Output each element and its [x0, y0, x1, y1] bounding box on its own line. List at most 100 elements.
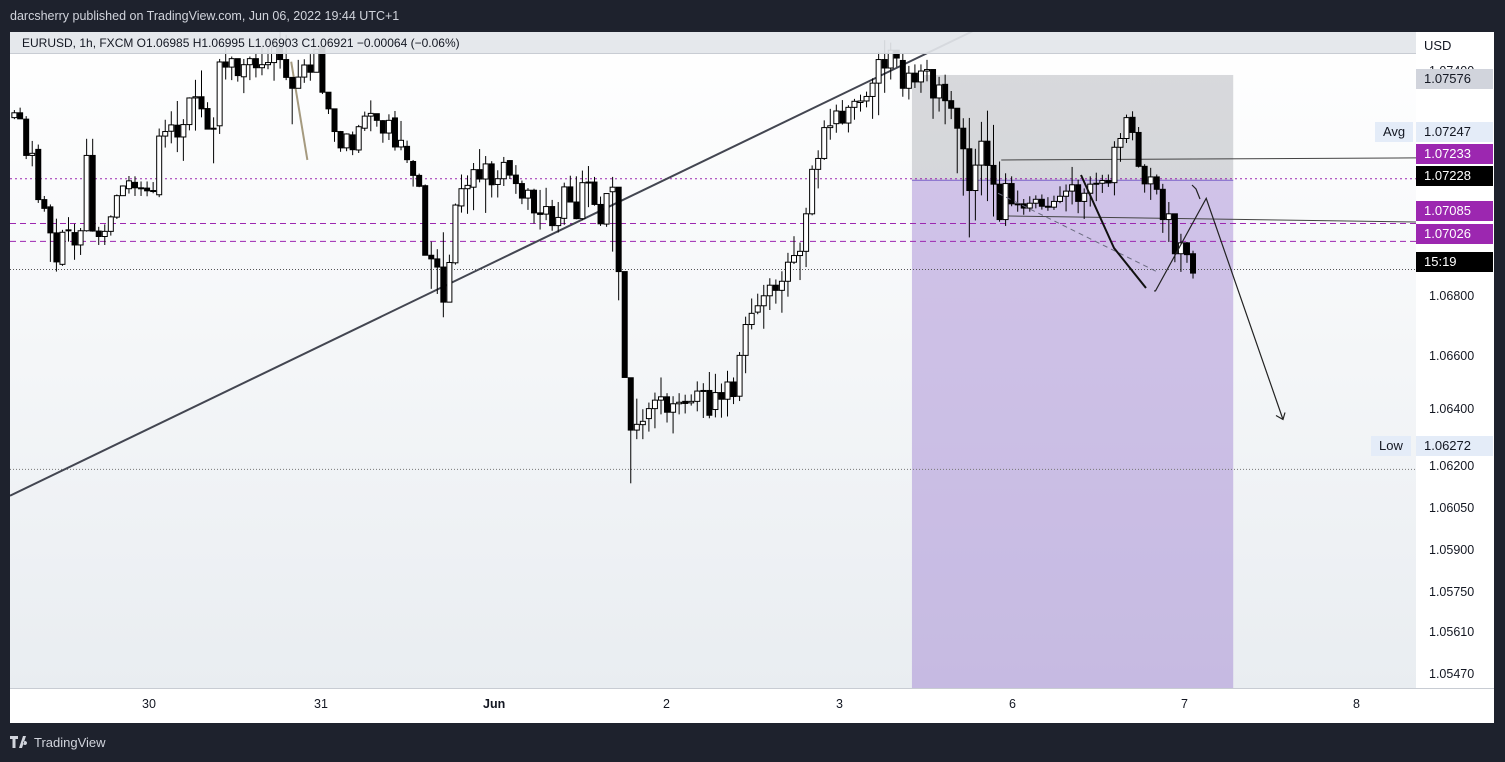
- candle-body: [428, 254, 435, 260]
- projection-dashed-line: [997, 192, 1158, 273]
- candle: [1147, 167, 1154, 200]
- candle: [216, 58, 223, 134]
- candle-body: [71, 232, 78, 246]
- candle: [688, 394, 695, 406]
- candle-body: [627, 377, 634, 431]
- candle-body: [960, 127, 967, 150]
- candle: [1069, 166, 1076, 205]
- currency-label[interactable]: USD: [1424, 38, 1452, 53]
- symbol-legend-text: EURUSD, 1h, FXCM O1.06985 H1.06995 L1.06…: [22, 36, 460, 50]
- candle-body: [839, 110, 846, 124]
- candle-body: [458, 188, 465, 207]
- candle: [700, 383, 707, 418]
- candle: [440, 232, 447, 318]
- candle: [512, 165, 519, 194]
- candle: [1093, 172, 1100, 202]
- time-tick: Jun: [483, 697, 506, 711]
- candle: [295, 59, 302, 89]
- candle: [138, 181, 145, 196]
- candle-body: [670, 403, 677, 413]
- candle-body: [694, 390, 701, 402]
- candle: [1075, 179, 1082, 214]
- candle-body: [119, 185, 126, 197]
- candle-body: [355, 126, 362, 151]
- candle-body: [331, 108, 338, 133]
- candle: [101, 224, 108, 245]
- time-tick: 8: [1353, 697, 1360, 711]
- price-scale[interactable]: USD 1.074001.068001.066001.064001.062001…: [1416, 32, 1494, 688]
- projected-path-arrowhead: [1275, 412, 1286, 421]
- candle: [1129, 111, 1136, 141]
- candle-body: [1117, 137, 1124, 148]
- candle: [996, 161, 1003, 222]
- candlestick-chart[interactable]: [10, 32, 1416, 688]
- tradingview-footer[interactable]: TradingView: [10, 735, 106, 750]
- candle-body: [603, 193, 610, 225]
- candle-body: [29, 152, 36, 156]
- price-tick: 1.05470: [1429, 667, 1475, 681]
- candle: [537, 189, 544, 230]
- candle-body: [325, 91, 332, 110]
- candle-body: [379, 120, 386, 134]
- price-tick: 1.06200: [1429, 459, 1475, 473]
- candle: [664, 393, 671, 423]
- candle: [815, 150, 822, 189]
- candle-body: [452, 204, 459, 264]
- price-label: 1.07026: [1416, 224, 1493, 244]
- time-tick: 6: [1009, 697, 1016, 711]
- candle: [29, 140, 36, 167]
- price-tick: 1.06800: [1429, 289, 1475, 303]
- time-scale[interactable]: 30 31 Jun 2 3 6 7 8: [10, 688, 1416, 723]
- candle-body: [924, 69, 931, 72]
- candle-body: [748, 312, 755, 326]
- chart-pane[interactable]: EURUSD, 1h, FXCM O1.06985 H1.06995 L1.06…: [10, 32, 1416, 688]
- candle: [555, 202, 562, 233]
- candle-body: [361, 115, 368, 129]
- symbol-legend[interactable]: EURUSD, 1h, FXCM O1.06985 H1.06995 L1.06…: [10, 32, 1416, 54]
- candle-body: [609, 186, 616, 193]
- candle: [1165, 202, 1172, 242]
- candle: [1171, 213, 1178, 263]
- candle: [361, 111, 368, 131]
- candle-body: [1099, 180, 1106, 184]
- candle-body: [996, 183, 1003, 221]
- candle: [609, 176, 616, 252]
- time-tick: 2: [663, 697, 670, 711]
- candle: [1183, 241, 1190, 263]
- candle: [422, 184, 429, 256]
- candle: [476, 149, 483, 183]
- candle: [301, 59, 308, 83]
- candle-body: [186, 97, 193, 126]
- candle-body: [1123, 117, 1130, 139]
- candle: [192, 79, 199, 131]
- candle-body: [875, 59, 882, 84]
- candle: [766, 278, 773, 311]
- candle-body: [531, 189, 538, 214]
- candle: [754, 293, 761, 315]
- candle: [682, 394, 689, 414]
- candle-body: [948, 100, 955, 109]
- candle-body: [488, 163, 495, 186]
- price-tick: 1.06050: [1429, 501, 1475, 515]
- candle-body: [700, 389, 707, 392]
- candle: [228, 56, 235, 81]
- candle-body: [113, 195, 120, 218]
- candle: [107, 215, 114, 236]
- candle-body: [11, 112, 18, 119]
- candle-body: [543, 206, 550, 215]
- candle: [1190, 250, 1197, 279]
- candle-body: [1183, 242, 1190, 256]
- candle: [712, 373, 719, 418]
- candle: [797, 242, 804, 281]
- candle: [857, 94, 864, 112]
- candle-body: [1190, 253, 1197, 274]
- candle-body: [391, 117, 398, 148]
- candle-body: [736, 354, 743, 397]
- candle-body: [101, 230, 108, 237]
- candle-body: [1147, 176, 1154, 185]
- candle: [1063, 184, 1070, 212]
- candle-body: [1129, 116, 1136, 133]
- candle-body: [506, 160, 513, 176]
- candle: [71, 223, 78, 260]
- candle: [53, 218, 60, 272]
